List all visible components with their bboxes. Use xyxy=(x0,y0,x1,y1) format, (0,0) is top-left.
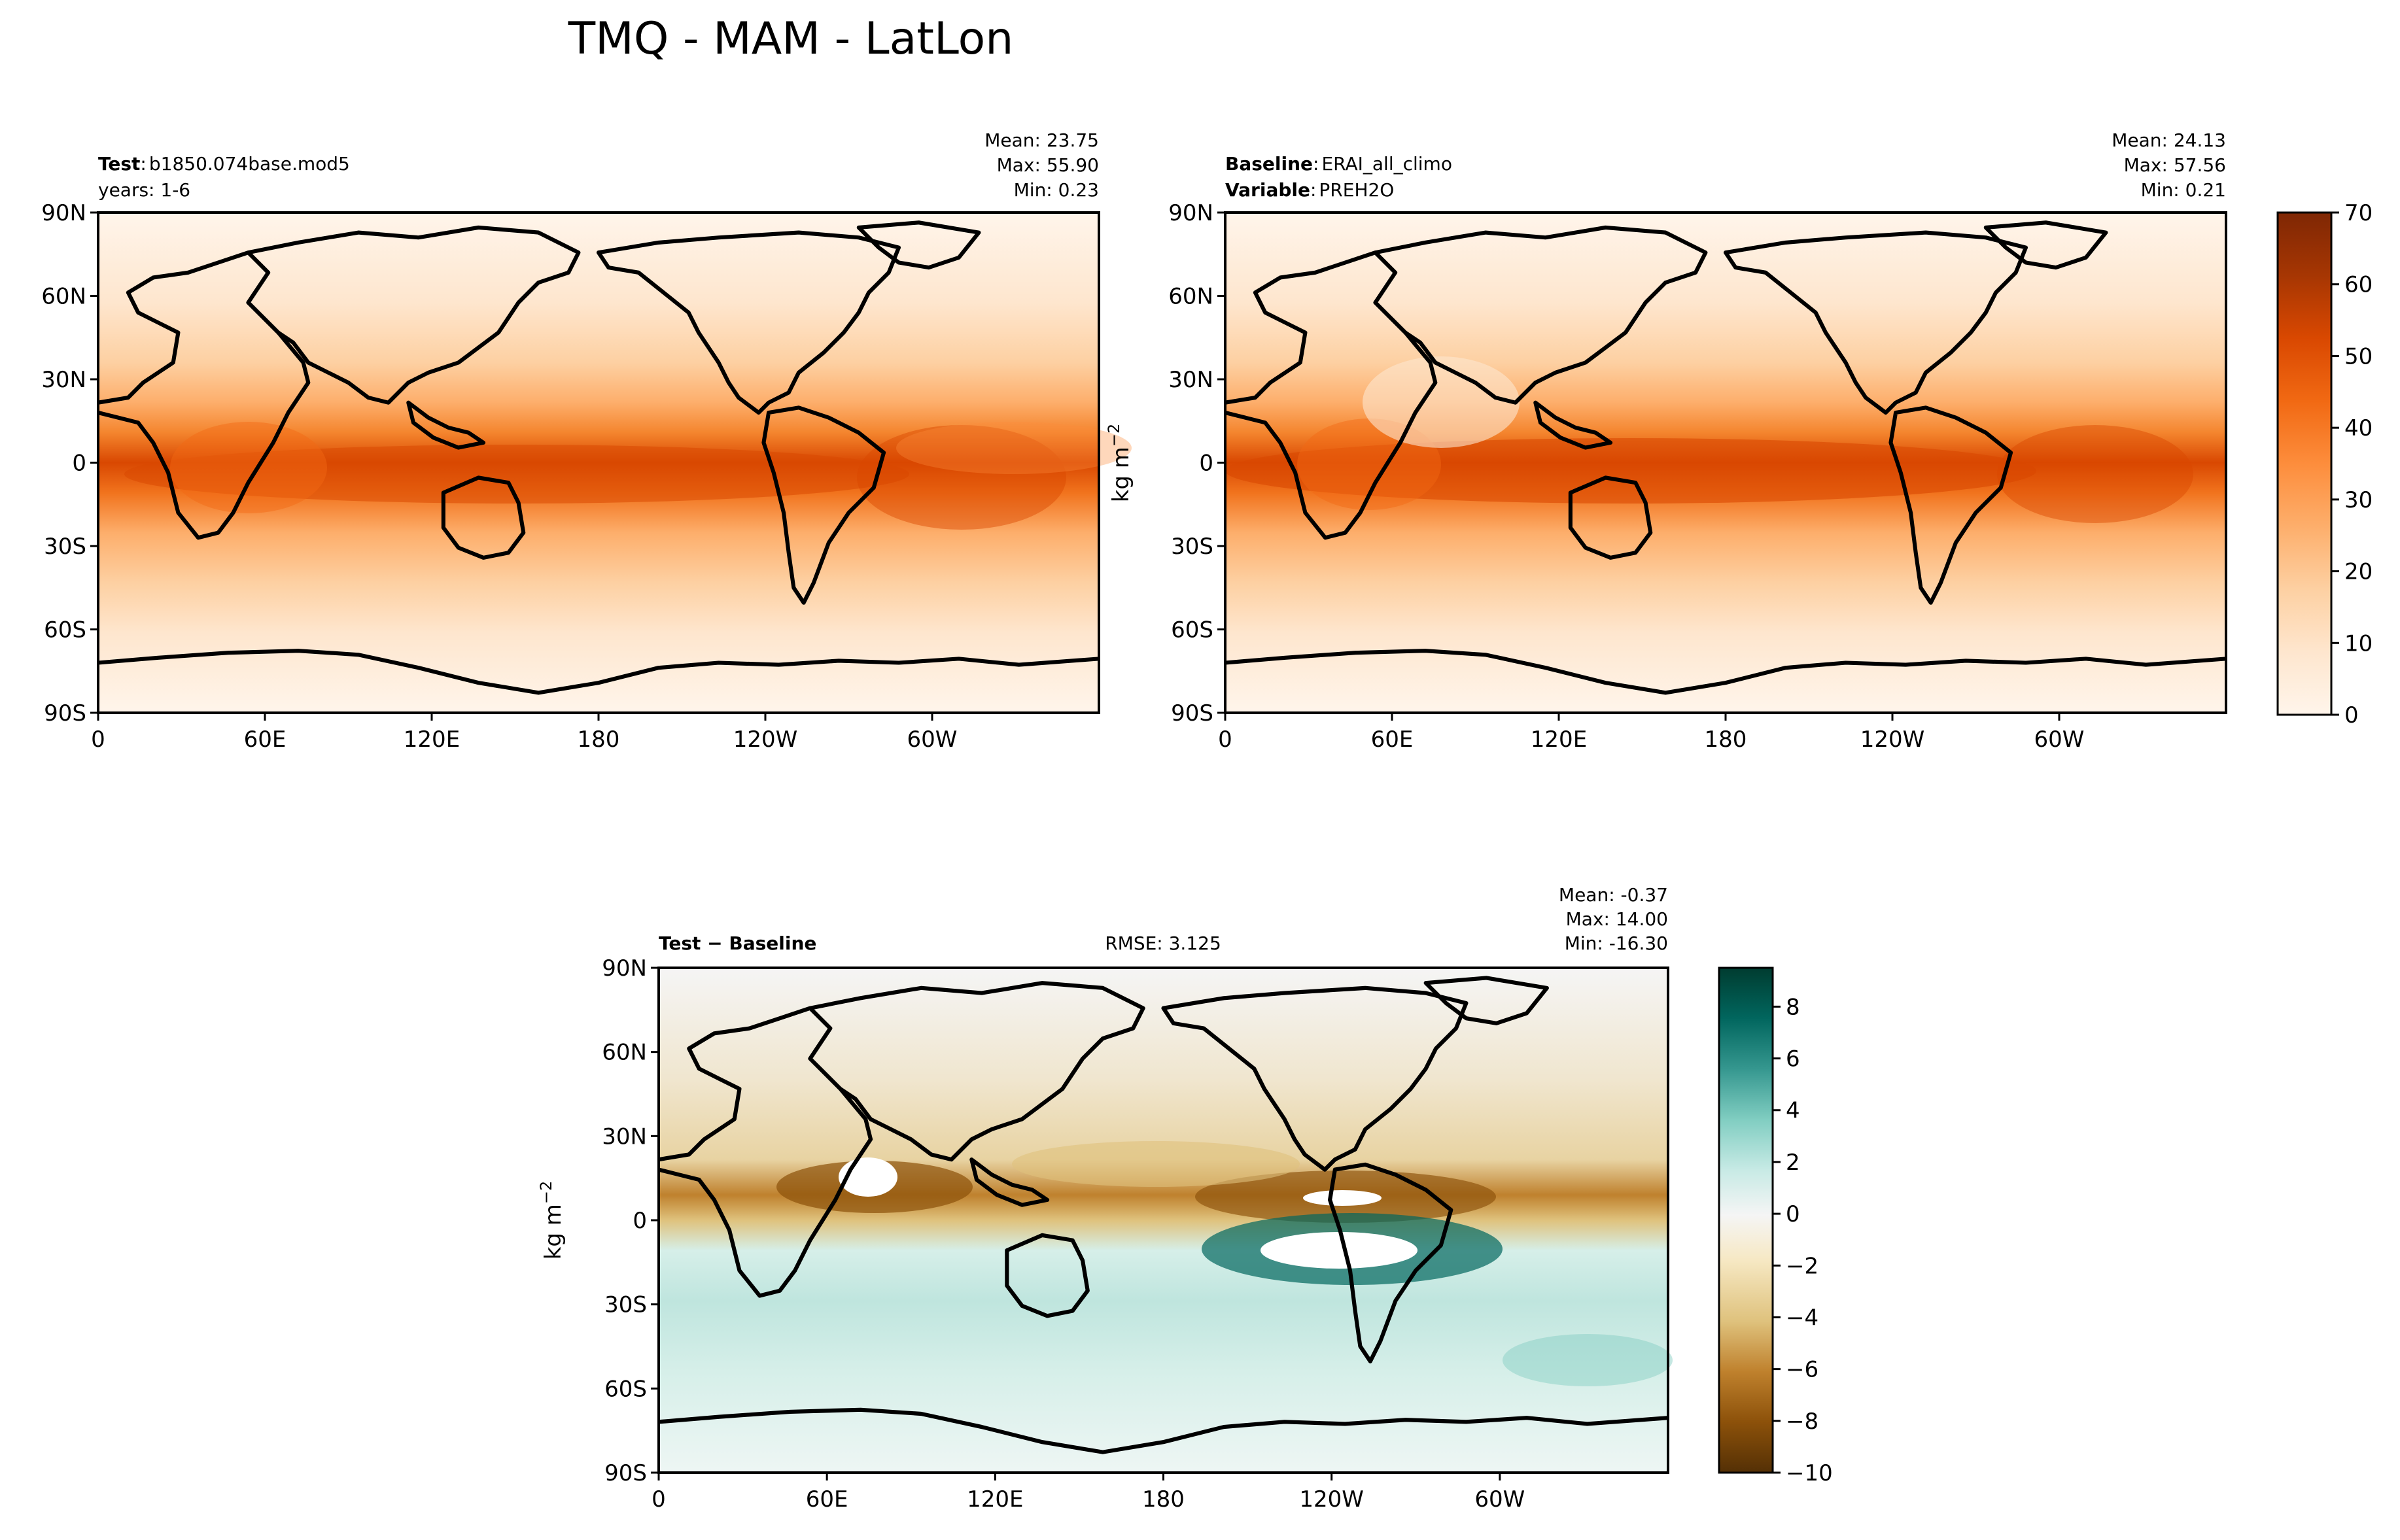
y-tick-label: 0 xyxy=(72,451,86,477)
colorbar-tick-label: 30 xyxy=(2344,487,2373,513)
y-tick-label: 90S xyxy=(1171,700,1213,727)
y-tick-label: 30N xyxy=(602,1123,647,1150)
panel-baseline-ylabel: kg m−2 xyxy=(1105,424,1134,503)
colorbar-tick-label: 40 xyxy=(2344,415,2373,441)
x-tick-label: 60W xyxy=(907,727,958,753)
x-axis-baseline: 0 60E 120E 180 120W 60W xyxy=(1218,713,2084,753)
y-tick-label: 60N xyxy=(41,284,86,310)
y-tick-label: 0 xyxy=(633,1208,647,1234)
colorbar-tick-label: 8 xyxy=(1786,994,1800,1020)
y-tick-label: 30S xyxy=(1171,534,1213,560)
y-tick-label: 60S xyxy=(1171,617,1213,643)
x-tick-label: 180 xyxy=(1705,727,1747,753)
x-tick-label: 60W xyxy=(2034,727,2085,753)
x-tick-label: 120E xyxy=(967,1486,1023,1513)
y-tick-label: 90N xyxy=(41,200,86,226)
y-tick-label: 90S xyxy=(604,1460,647,1486)
map-field-test xyxy=(98,211,1132,714)
panel-test-stat-mean: Mean: 23.75 xyxy=(984,129,1099,151)
x-tick-label: 0 xyxy=(91,727,105,753)
colorbar-tick-label: 10 xyxy=(2344,630,2373,657)
x-tick-label: 60E xyxy=(1371,727,1414,753)
panel-difference: Test − Baseline RMSE: 3.125 Mean: -0.37 … xyxy=(537,884,1833,1513)
colorbar-tick-label: −10 xyxy=(1786,1460,1833,1486)
figure-title: TMQ - MAM - LatLon xyxy=(568,13,1014,65)
y-axis-baseline: 90N 60N 30N 0 30S 60S 90S xyxy=(1168,200,1225,727)
panel-baseline-variable: Variable: PREH2O xyxy=(1225,179,1394,201)
x-tick-label: 120E xyxy=(1531,727,1587,753)
panel-test-stat-max: Max: 55.90 xyxy=(997,154,1099,176)
y-axis-test: 90N 60N 30N 0 30S 60S 90S xyxy=(41,200,98,727)
y-tick-label: 90S xyxy=(44,700,86,727)
panel-test-label: Test: b1850.074base.mod5 xyxy=(98,153,350,175)
y-tick-label: 60S xyxy=(44,617,86,643)
y-tick-label: 30S xyxy=(44,534,86,560)
x-tick-label: 120E xyxy=(404,727,460,753)
panel-difference-stat-max: Max: 14.00 xyxy=(1566,908,1668,930)
panel-difference-stat-mean: Mean: -0.37 xyxy=(1559,884,1668,906)
y-tick-label: 0 xyxy=(1199,451,1213,477)
y-tick-label: 60N xyxy=(602,1040,647,1066)
y-tick-label: 60N xyxy=(1168,284,1213,310)
x-tick-label: 60W xyxy=(1474,1486,1525,1513)
x-tick-label: 180 xyxy=(1142,1486,1185,1513)
panel-test-years: years: 1-6 xyxy=(98,179,190,201)
colorbar-tick-label: 2 xyxy=(1786,1150,1800,1176)
panel-baseline-stat-max: Max: 57.56 xyxy=(2124,154,2226,176)
y-tick-label: 30N xyxy=(41,367,86,393)
colorbar-tick-label: 0 xyxy=(1786,1201,1800,1227)
colorbar-tmq xyxy=(2276,211,2333,716)
colorbar-tick-label: 4 xyxy=(1786,1098,1800,1124)
x-axis-test: 0 60E 120E 180 120W 60W xyxy=(91,713,957,753)
x-tick-label: 120W xyxy=(1299,1486,1364,1513)
panel-baseline-stat-min: Min: 0.21 xyxy=(2141,179,2226,201)
y-tick-label: 60S xyxy=(604,1376,647,1402)
x-axis-difference: 0 60E 120E 180 120W 60W xyxy=(652,1473,1525,1513)
x-tick-label: 0 xyxy=(652,1486,666,1513)
colorbar-difference xyxy=(1718,967,1774,1474)
colorbar-tick-label: −4 xyxy=(1786,1305,1818,1331)
panel-test-stat-min: Min: 0.23 xyxy=(1014,179,1099,201)
panel-difference-rmse: RMSE: 3.125 xyxy=(1105,933,1221,954)
colorbar-tick-label: 60 xyxy=(2344,272,2373,298)
panel-difference-label: Test − Baseline xyxy=(659,933,816,954)
y-tick-label: 90N xyxy=(602,955,647,982)
map-field-baseline xyxy=(1225,211,2226,714)
colorbar-tick-label: 50 xyxy=(2344,343,2373,369)
x-tick-label: 120W xyxy=(733,727,798,753)
panel-difference-ylabel: kg m−2 xyxy=(537,1181,566,1260)
colorbar-tick-label: −2 xyxy=(1786,1253,1818,1279)
colorbar-tmq-ticks: 0 10 20 30 40 50 60 70 xyxy=(2331,200,2373,728)
y-tick-label: 30N xyxy=(1168,367,1213,393)
panel-difference-stat-min: Min: -16.30 xyxy=(1565,933,1668,954)
colorbar-tick-label: −6 xyxy=(1786,1357,1818,1383)
x-tick-label: 0 xyxy=(1218,727,1232,753)
y-axis-difference: 90N 60N 30N 0 30S 60S 90S xyxy=(602,955,659,1486)
x-tick-label: 60E xyxy=(806,1486,848,1513)
panel-baseline: Baseline: ERAI_all_climo Variable: PREH2O … xyxy=(1105,129,2373,753)
panel-test: Test: b1850.074base.mod5 years: 1-6 Mean:… xyxy=(41,129,1132,753)
colorbar-tick-label: 0 xyxy=(2344,702,2359,728)
colorbar-difference-ticks: −10 −8 −6 −4 −2 0 2 4 6 8 xyxy=(1773,994,1833,1486)
colorbar-tick-label: 70 xyxy=(2344,200,2373,226)
colorbar-tick-label: −8 xyxy=(1786,1409,1818,1435)
y-tick-label: 90N xyxy=(1168,200,1213,226)
colorbar-tick-label: 20 xyxy=(2344,559,2373,585)
colorbar-tick-label: 6 xyxy=(1786,1046,1800,1072)
x-tick-label: 60E xyxy=(244,727,287,753)
panel-baseline-label: Baseline: ERAI_all_climo xyxy=(1225,153,1452,175)
x-tick-label: 180 xyxy=(578,727,620,753)
panel-baseline-stat-mean: Mean: 24.13 xyxy=(2112,129,2226,151)
map-field-difference xyxy=(659,967,1673,1474)
y-tick-label: 30S xyxy=(604,1292,647,1318)
x-tick-label: 120W xyxy=(1860,727,1925,753)
